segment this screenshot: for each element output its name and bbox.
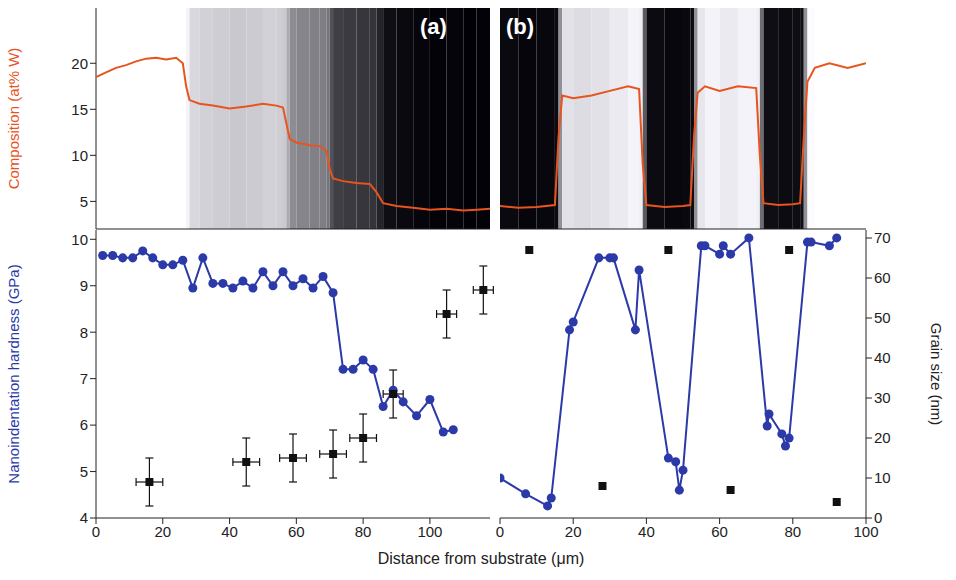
html-text:(a): (a): [420, 14, 447, 39]
svg-text:4: 4: [80, 509, 88, 526]
svg-text:100: 100: [417, 523, 442, 540]
svg-text:50: 50: [874, 309, 891, 326]
svg-text:40: 40: [874, 349, 891, 366]
svg-text:15: 15: [71, 101, 88, 118]
svg-text:0: 0: [92, 523, 100, 540]
svg-text:0: 0: [496, 523, 504, 540]
svg-text:8: 8: [80, 324, 88, 341]
svg-text:20: 20: [71, 55, 88, 72]
svg-text:60: 60: [874, 269, 891, 286]
svg-text:6: 6: [80, 416, 88, 433]
svg-text:10: 10: [71, 231, 88, 248]
svg-text:Nanoindentation hardness (GPa): Nanoindentation hardness (GPa): [5, 264, 22, 483]
svg-text:30: 30: [874, 389, 891, 406]
svg-text:9: 9: [80, 277, 88, 294]
svg-text:80: 80: [784, 523, 801, 540]
svg-text:20: 20: [154, 523, 171, 540]
svg-text:5: 5: [80, 463, 88, 480]
svg-text:80: 80: [355, 523, 372, 540]
svg-text:100: 100: [853, 522, 879, 540]
svg-text:7: 7: [80, 370, 88, 387]
svg-text:20: 20: [874, 429, 891, 446]
svg-text:Composition (at% W): Composition (at% W): [5, 48, 22, 190]
svg-text:40: 40: [221, 523, 238, 540]
svg-text:40: 40: [638, 523, 655, 540]
svg-text:70: 70: [874, 230, 891, 246]
svg-text:5: 5: [80, 193, 88, 210]
svg-text:0: 0: [874, 509, 882, 526]
html-text:(b): (b): [506, 14, 535, 39]
svg-text:10: 10: [71, 147, 88, 164]
svg-text:10: 10: [874, 469, 891, 486]
html-text:Distance from substrate (μm): Distance from substrate (μm): [377, 550, 585, 567]
svg-text:Grain size (nm): Grain size (nm): [928, 323, 945, 426]
svg-text:60: 60: [288, 523, 305, 540]
svg-text:60: 60: [711, 523, 728, 540]
svg-text:20: 20: [565, 523, 582, 540]
